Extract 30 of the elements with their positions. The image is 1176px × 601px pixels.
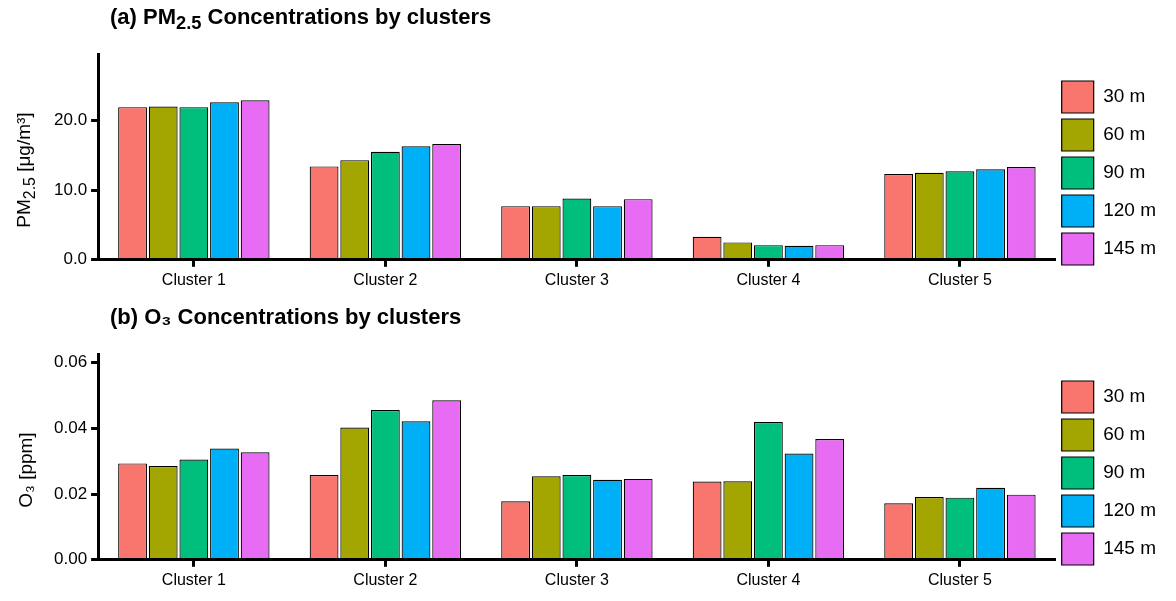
- y-tick-label: 10.0: [53, 179, 88, 199]
- legend-label: 145 m: [1103, 537, 1157, 559]
- chart-title: (b) O₃ Concentrations by clusters: [110, 304, 462, 330]
- y-tick-label: 0.02: [53, 483, 88, 503]
- legend-label: 30 m: [1103, 85, 1146, 107]
- y-tick-label: 0.06: [53, 352, 88, 372]
- x-tick-label: Cluster 4: [736, 570, 801, 588]
- y-tick-label: 0.04: [53, 417, 88, 437]
- x-tick-label: Cluster 2: [353, 570, 418, 588]
- x-tick-label: Cluster 1: [161, 270, 226, 288]
- x-tick-label: Cluster 3: [544, 270, 609, 288]
- y-tick-label: 0.0: [63, 249, 88, 269]
- y-tick-label: 0.00: [53, 549, 88, 569]
- legend-label: 60 m: [1103, 423, 1146, 445]
- legend-label: 90 m: [1103, 461, 1146, 483]
- legend-label: 120 m: [1103, 199, 1157, 221]
- legend-label: 90 m: [1103, 161, 1146, 183]
- legend-label: 60 m: [1103, 123, 1146, 145]
- legend-label: 30 m: [1103, 385, 1146, 407]
- chart-title: (a) PM$_{2.5}$ Concentrations by clusters: [110, 4, 492, 35]
- x-tick-label: Cluster 5: [927, 270, 993, 288]
- x-tick-label: Cluster 5: [927, 570, 993, 588]
- x-tick-label: Cluster 2: [353, 270, 418, 288]
- x-tick-label: Cluster 3: [544, 570, 609, 588]
- y-tick-label: 20.0: [53, 110, 88, 130]
- x-tick-label: Cluster 4: [736, 270, 801, 288]
- legend-label: 120 m: [1103, 499, 1157, 521]
- legend-label: 145 m: [1103, 237, 1157, 259]
- y-axis-title: O₃ [ppm]: [15, 432, 37, 508]
- x-tick-label: Cluster 1: [161, 570, 226, 588]
